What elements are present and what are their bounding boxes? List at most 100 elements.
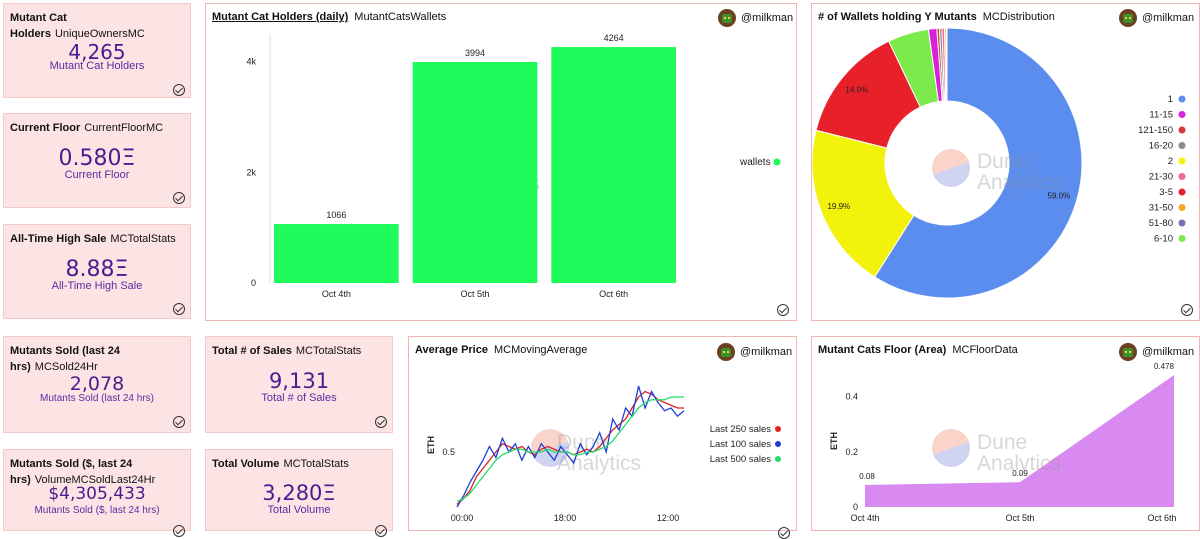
panel-title: # of Wallets holding Y Mutants MCDistribu…: [818, 11, 1055, 23]
legend-dot: [1178, 157, 1186, 165]
legend-label: 6-10: [1154, 234, 1173, 245]
legend-label: Last 500 sales: [710, 454, 772, 465]
avatar[interactable]: [1119, 9, 1137, 27]
legend-dot: [1178, 111, 1186, 118]
legend-label: Last 250 sales: [710, 424, 772, 435]
data-label: 0.478: [1154, 362, 1175, 371]
ath-value: 8.88Ξ: [65, 257, 129, 282]
panel-title: Average Price MCMovingAverage: [415, 344, 588, 356]
verified-icon: [173, 525, 185, 537]
card-title: Total # of Sales MCTotalStats: [212, 345, 362, 357]
card-total-sales[interactable]: Total # of Sales MCTotalStats 9,131 Total…: [205, 336, 393, 433]
query-name[interactable]: MutantCatsWallets: [354, 11, 447, 23]
panel-average-price[interactable]: Average Price MCMovingAverage @milkman Du…: [408, 336, 797, 539]
holders-label: Mutant Cat Holders: [49, 60, 145, 72]
card-ath-sale[interactable]: All-Time High Sale MCTotalStats 8.88Ξ All…: [3, 224, 191, 319]
area-chart: ETH 0 0.2 0.4 0.08 0.09 0.478 Oct 4th Oct 5th Oct…: [829, 362, 1177, 523]
query-name[interactable]: MCSold24Hr: [34, 361, 98, 373]
query-name[interactable]: UniqueOwnersMC: [54, 28, 145, 40]
sales-label: Total # of Sales: [261, 392, 337, 404]
verified-icon: [1181, 304, 1193, 316]
panel-title: Mutant Cat Holders (daily) MutantCatsWall…: [212, 11, 447, 23]
y-tick-label: 0.2: [845, 447, 858, 457]
slice-percent-label: 59.0%: [1048, 192, 1071, 201]
query-name[interactable]: MCTotalStats: [110, 233, 176, 245]
x-tick-label: Oct 5th: [460, 289, 489, 299]
query-name[interactable]: MCTotalStats: [295, 345, 362, 357]
card-holders[interactable]: Mutant Cat Holders UniqueOwnersMC 4,265 M…: [3, 3, 191, 98]
card-sold-24h[interactable]: Mutants Sold (last 24 hrs) MCSold24Hr 2,0…: [3, 336, 191, 433]
donut-slice: [873, 27, 1083, 299]
x-tick-label: 12:00: [657, 513, 680, 523]
query-name[interactable]: MCDistribution: [982, 11, 1055, 23]
query-name[interactable]: MCFloorData: [952, 344, 1018, 356]
verified-icon: [173, 416, 185, 428]
legend-label: 121-150: [1138, 125, 1173, 136]
data-label: 0.09: [1012, 469, 1028, 478]
verified-icon: [778, 527, 790, 539]
slice-percent-label: 19.9%: [827, 202, 850, 211]
y-tick-label: 0: [853, 502, 858, 512]
bar-value-label: 4264: [604, 33, 624, 43]
query-name[interactable]: CurrentFloorMC: [84, 122, 164, 134]
query-name[interactable]: MCTotalStats: [283, 458, 349, 470]
legend-dot: [775, 456, 781, 462]
card-current-floor[interactable]: Current Floor CurrentFloorMC 0.580Ξ Curre…: [3, 113, 191, 208]
volume-value: 3,280Ξ: [262, 481, 336, 505]
panel-holders-daily[interactable]: Mutant Cat Holders (daily) MutantCatsWall…: [205, 3, 797, 321]
bar-value-label: 3994: [465, 48, 485, 58]
sold24-value: 2,078: [69, 373, 125, 395]
author-name[interactable]: @milkman: [740, 346, 793, 358]
y-tick-label: 0.4: [845, 392, 858, 402]
avatar[interactable]: [717, 343, 735, 361]
legend-dot: [1178, 173, 1186, 180]
panel-title: Mutant Cats Floor (Area) MCFloorData: [818, 344, 1018, 356]
legend-label: 21-30: [1149, 172, 1173, 183]
verified-icon: [375, 525, 387, 537]
query-name[interactable]: MCMovingAverage: [493, 344, 588, 356]
query-name[interactable]: VolumeMCSoldLast24Hr: [34, 474, 156, 486]
bar: [412, 61, 538, 284]
author-name[interactable]: @milkman: [1142, 12, 1195, 24]
x-tick-label: Oct 6th: [1147, 513, 1176, 523]
legend-label: wallets: [739, 157, 771, 168]
legend-label: 51-80: [1149, 218, 1173, 229]
author-name[interactable]: @milkman: [1142, 346, 1195, 358]
verified-icon: [173, 84, 185, 96]
legend-dot: [1178, 95, 1186, 103]
legend-label: 2: [1168, 156, 1173, 167]
line-chart: ETH 0.5 00:00 18:00 12:00 Last 250 sales Last …: [426, 385, 781, 523]
author-name[interactable]: @milkman: [741, 12, 794, 24]
card-total-volume[interactable]: Total Volume MCTotalStats 3,280Ξ Total Vo…: [205, 449, 393, 537]
y-tick-label: 4k: [246, 57, 256, 67]
legend-label: 11-15: [1149, 110, 1173, 121]
x-tick-label: Oct 5th: [1005, 513, 1034, 523]
panel-distribution[interactable]: # of Wallets holding Y Mutants MCDistribu…: [811, 3, 1200, 321]
panel-floor-area[interactable]: Mutant Cats Floor (Area) MCFloorData @mil…: [811, 336, 1200, 531]
donut-chart: 59.0% 19.9% 14.0% 1 11-15 121-150 16-20 2 21-30…: [812, 27, 1186, 299]
avatar[interactable]: [718, 9, 736, 27]
holders-value: 4,265: [68, 40, 126, 64]
legend-dot: [1178, 142, 1186, 149]
legend-dot: [775, 426, 781, 432]
area-fill: [865, 375, 1174, 507]
sold24-label: Mutants Sold (last 24 hrs): [40, 393, 154, 404]
legend-label: 16-20: [1149, 141, 1173, 152]
avatar[interactable]: [1119, 343, 1137, 361]
x-tick-label: 00:00: [451, 513, 474, 523]
x-tick-label: Oct 6th: [599, 289, 628, 299]
donut-slice: [812, 129, 915, 278]
card-sold-usd[interactable]: Mutants Sold ($, last 24 hrs) VolumeMCSol…: [3, 449, 191, 537]
verified-icon: [173, 303, 185, 315]
legend-dot: [1178, 126, 1186, 134]
floor-label: Current Floor: [64, 169, 130, 181]
data-label: 0.08: [859, 472, 875, 481]
card-title: Mutant Cat Holders UniqueOwnersMC: [10, 12, 145, 40]
y-tick-label: 2k: [246, 167, 256, 177]
card-title: Current Floor CurrentFloorMC: [10, 122, 164, 134]
card-title: Total Volume MCTotalStats: [212, 458, 349, 470]
verified-icon: [777, 304, 789, 316]
soldusd-label: Mutants Sold ($, last 24 hrs): [34, 505, 160, 516]
legend-dot: [1178, 235, 1186, 242]
bar: [274, 224, 399, 283]
